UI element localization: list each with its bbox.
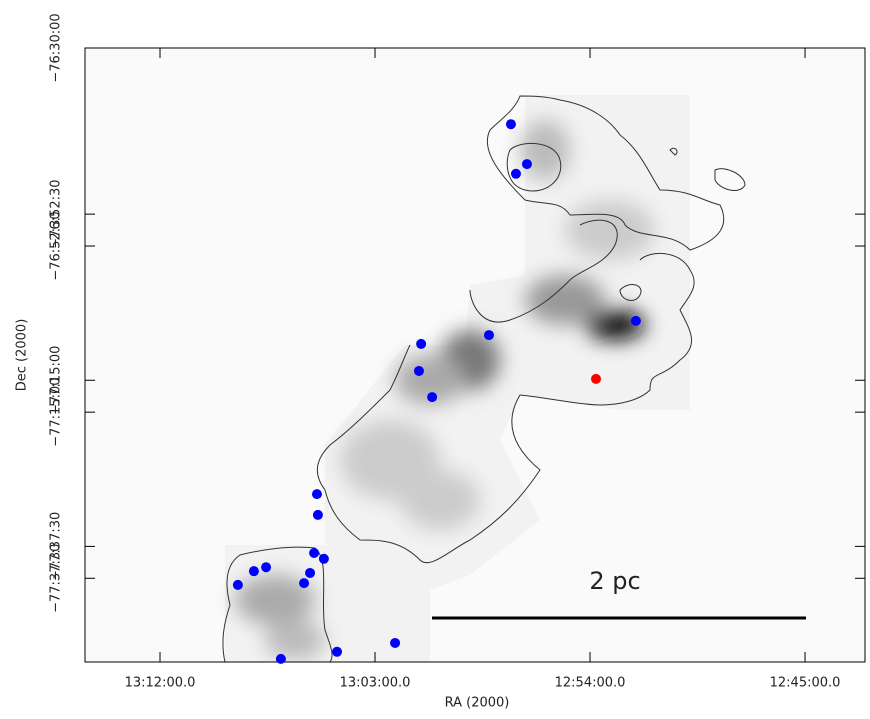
y-tick-label: −77:15:00 (49, 378, 64, 447)
point (630, 315, 641, 326)
scale-label: 2 pc (589, 567, 640, 595)
point (416, 338, 427, 349)
y-tick-label: −77:15:00 (49, 346, 64, 415)
x-tick-label: 13:03:00.0 (340, 676, 411, 691)
point (261, 562, 272, 573)
point (591, 373, 602, 384)
point (510, 168, 521, 179)
point (312, 509, 323, 520)
point (299, 578, 310, 589)
point (521, 159, 532, 170)
point (413, 365, 424, 376)
point (318, 553, 329, 564)
x-tick-label: 12:54:00.0 (555, 676, 626, 691)
y-axis-label: Dec (2000) (15, 319, 30, 392)
contours (222, 95, 746, 662)
y-tick-label: −76:30:00 (49, 13, 64, 82)
point (275, 653, 286, 664)
cloud-image (225, 95, 690, 662)
plot-frame (84, 47, 866, 663)
y-tick-label: −77:37:30 (49, 544, 64, 613)
y-tick-label: −77:37:30 (49, 512, 64, 581)
point (248, 566, 259, 577)
point (305, 567, 316, 578)
x-axis-label: RA (2000) (445, 696, 510, 711)
point (483, 330, 494, 341)
point (311, 489, 322, 500)
point (309, 548, 320, 559)
x-tick-label: 12:45:00.0 (770, 676, 841, 691)
x-tick-label: 13:12:00.0 (125, 676, 196, 691)
point (427, 392, 438, 403)
point (332, 646, 343, 657)
point (390, 637, 401, 648)
y-tick-label: −76:52:30 (49, 179, 64, 248)
point (505, 119, 516, 130)
point (232, 579, 243, 590)
y-tick-label: −76:52:30 (49, 211, 64, 280)
